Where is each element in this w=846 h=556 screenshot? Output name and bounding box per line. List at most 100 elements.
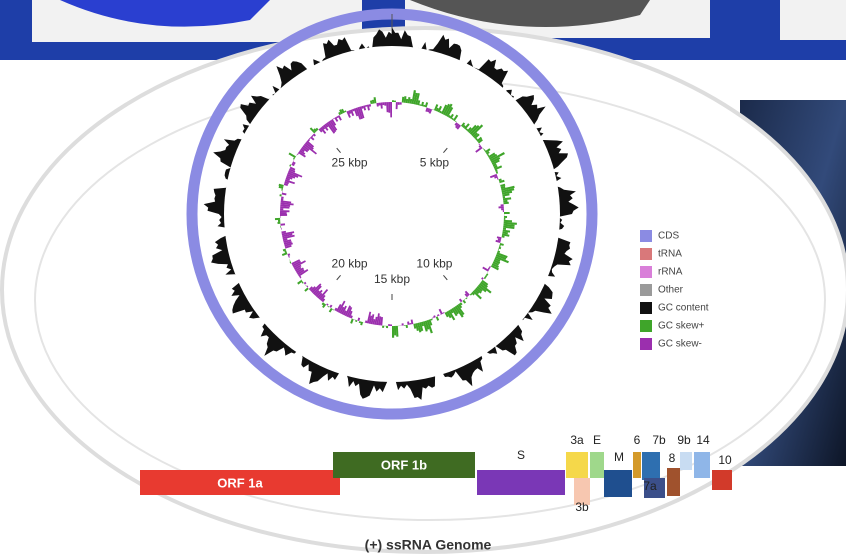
gc-skew: [419, 104, 422, 106]
gc-skew: [289, 259, 291, 262]
gc-skew: [489, 173, 498, 179]
gc-skew: [494, 165, 503, 171]
gc-skew: [502, 227, 507, 230]
gc-skew: [502, 229, 511, 233]
gc-skew: [500, 183, 506, 187]
gc-skew: [280, 223, 286, 226]
gc-skew: [457, 303, 463, 309]
gc-skew: [472, 290, 482, 300]
gc-skew: [502, 210, 504, 213]
gc-skew: [309, 127, 316, 134]
gc-skew: [430, 318, 433, 321]
gc-skew: [341, 108, 345, 114]
gc-skew: [326, 122, 336, 134]
gc-skew: [306, 140, 315, 148]
gc-skew: [368, 315, 373, 324]
gc-skew: [317, 292, 323, 299]
gc-skew: [321, 298, 326, 303]
gc-skew: [359, 106, 365, 119]
gc-skew: [492, 261, 500, 266]
gc-skew: [277, 221, 281, 225]
gc-skew: [502, 193, 510, 197]
legend-swatch: [640, 284, 652, 296]
gene-box: [566, 452, 588, 478]
gc-skew: [355, 319, 358, 323]
gc-skew: [373, 97, 377, 104]
gc-skew: [442, 103, 451, 116]
gc-skew: [485, 273, 489, 276]
legend: CDS tRNA rRNA Other GC content GC skew+ GC ske…: [640, 230, 709, 350]
gc-skew: [422, 321, 428, 332]
gc-skew: [277, 219, 281, 222]
gc-skew: [368, 104, 372, 107]
gc-skew: [384, 325, 387, 327]
gc-skew: [471, 291, 475, 296]
gc-skew: [494, 257, 501, 262]
gc-skew: [463, 123, 470, 130]
gene-box: [477, 470, 565, 495]
gc-skew: [291, 163, 295, 167]
gc-skew: [502, 197, 512, 201]
gc-skew: [346, 306, 353, 318]
gc-skew: [435, 107, 439, 112]
gc-skew: [360, 321, 364, 326]
gc-skew: [486, 271, 489, 274]
legend-label: GC skew+: [658, 321, 705, 332]
gc-skew: [314, 290, 320, 296]
gc-skew: [331, 119, 337, 126]
gc-skew: [446, 310, 452, 319]
legend-label: GC content: [658, 303, 709, 314]
gc-skew: [488, 266, 491, 269]
gc-skew: [422, 104, 426, 107]
gc-skew: [442, 312, 445, 314]
genome-map: ORF 1a ORF 1b S 3a 3b E M 6 7b 7a 8 9b 1…: [140, 433, 732, 553]
gc-skew: [313, 128, 318, 133]
gc-skew: [454, 305, 464, 318]
gc-skew: [452, 306, 459, 315]
banner-shape: [410, 0, 650, 28]
gc-skew: [413, 323, 417, 329]
gc-skew: [503, 199, 508, 203]
gc-skew: [301, 146, 309, 153]
gc-skew: [425, 107, 429, 112]
gc-skew: [280, 206, 290, 209]
gc-skew: [472, 132, 478, 138]
gc-skew: [401, 323, 404, 326]
gc-skew: [497, 250, 501, 254]
gc-skew: [499, 179, 505, 184]
gc-skew: [491, 159, 500, 165]
gc-skew: [332, 308, 335, 311]
gc-skew: [384, 102, 387, 106]
gc-skew: [280, 202, 294, 206]
gc-skew: [460, 122, 466, 127]
gc-skew: [337, 300, 346, 313]
gc-skew: [297, 269, 305, 275]
gc-skew: [441, 104, 448, 115]
gene-box: [604, 470, 632, 497]
gc-skew: [497, 248, 500, 251]
gc-skew: [477, 138, 483, 144]
gc-skew: [378, 102, 381, 106]
gc-skew: [327, 121, 337, 133]
gc-skew: [469, 125, 480, 135]
gc-skew: [482, 147, 485, 150]
gc-skew: [495, 169, 498, 173]
gc-skew: [279, 194, 282, 197]
gc-skew: [500, 204, 504, 207]
gene-box: [642, 452, 660, 480]
gc-skew: [281, 188, 283, 191]
gc-skew: [449, 308, 454, 314]
gc-skew: [448, 310, 456, 321]
gc-skew: [500, 185, 506, 189]
gc-skew: [286, 173, 296, 179]
gc-skew: [456, 124, 461, 130]
legend-label: CDS: [658, 231, 679, 242]
gc-skew: [499, 183, 501, 186]
gc-skew: [329, 120, 338, 131]
gc-skew: [376, 313, 380, 326]
circular-map: 5 kbp 10 kbp 15 kbp 20 kbp 25 kbp: [186, 8, 598, 420]
gc-skew: [339, 306, 345, 314]
gene-box: [140, 470, 340, 495]
gc-skew: [490, 156, 501, 164]
